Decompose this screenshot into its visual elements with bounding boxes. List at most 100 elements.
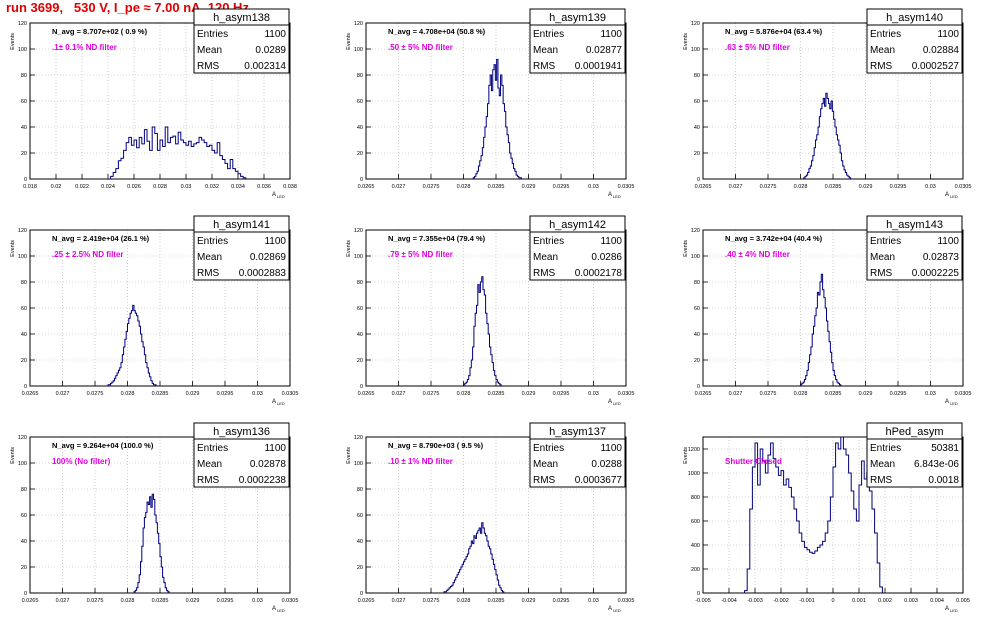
- x-tick-label: 0.0305: [282, 598, 299, 604]
- x-tick-label: 0.027: [392, 391, 406, 397]
- y-tick-label: 80: [694, 280, 700, 286]
- x-tick-label: 0.0295: [553, 184, 570, 190]
- stats-label: Entries: [533, 236, 564, 247]
- histogram-panel-h_asym136: 0.0265 0.027 0.0275 0.028 0.0285 0.029 0.0295 0…: [10, 422, 299, 613]
- x-tick-label: 0: [831, 598, 834, 604]
- x-tick-label: 0.03: [925, 391, 936, 397]
- x-tick-label: 0.036: [257, 184, 271, 190]
- histogram-name: h_asym141: [213, 219, 270, 231]
- n-avg-label: N_avg = 7.355e+04 (79.4 %): [388, 234, 486, 243]
- y-tick-label: 120: [691, 228, 700, 234]
- histogram-panel-h_asym138: 0.018 0.02 0.022 0.024 0.026 0.028 0.03 0.032 0.…: [10, 8, 297, 199]
- x-axis-label: A: [945, 192, 949, 198]
- y-tick-label: 60: [357, 513, 363, 519]
- y-tick-label: 100: [18, 461, 27, 467]
- y-tick-label: 0: [697, 591, 700, 597]
- filter-label: .10 ± 1% ND filter: [388, 457, 453, 466]
- x-axis-label-subscript: LED: [613, 401, 621, 406]
- y-tick-label: 1000: [688, 471, 700, 477]
- stats-label: RMS: [533, 268, 556, 279]
- n-avg-label: N_avg = 2.419e+04 (26.1 %): [52, 234, 150, 243]
- x-tick-label: 0.029: [522, 598, 536, 604]
- histogram-panel-h_asym143: 0.0265 0.027 0.0275 0.028 0.0285 0.029 0.0295 0…: [683, 215, 972, 406]
- x-tick-label: 0.029: [859, 184, 873, 190]
- y-tick-label: 80: [21, 280, 27, 286]
- x-tick-label: 0.027: [392, 598, 406, 604]
- stats-box: [866, 422, 963, 488]
- x-tick-label: 0.028: [457, 391, 471, 397]
- x-tick-label: 0.0265: [22, 598, 39, 604]
- stats-label: RMS: [197, 268, 220, 279]
- stats-label: Mean: [197, 252, 222, 263]
- x-axis-label-subscript: LED: [277, 401, 285, 406]
- x-axis-label-subscript: LED: [277, 194, 285, 199]
- x-tick-label: 0.004: [930, 598, 944, 604]
- x-tick-label: -0.004: [721, 598, 737, 604]
- x-tick-label: 0.0285: [488, 184, 505, 190]
- y-axis-label: Events: [346, 240, 352, 257]
- y-tick-label: 40: [694, 125, 700, 131]
- x-tick-label: 0.0295: [890, 184, 907, 190]
- x-tick-label: 0.0295: [217, 391, 234, 397]
- x-tick-label: 0.0275: [423, 184, 440, 190]
- histogram-name: h_asym143: [886, 219, 943, 231]
- stats-value: 1100: [264, 236, 286, 247]
- stats-box: [866, 215, 963, 281]
- histogram-name: h_asym136: [213, 426, 270, 438]
- x-tick-label: 0.03: [588, 391, 599, 397]
- n-avg-label: N_avg = 9.264e+04 (100.0 %): [52, 441, 154, 450]
- y-tick-label: 0: [24, 177, 27, 183]
- x-tick-label: 0.0305: [955, 391, 972, 397]
- y-tick-label: 120: [18, 21, 27, 27]
- y-axis-label: Events: [10, 447, 16, 464]
- filter-label: .1± 0.1% ND filter: [52, 43, 117, 52]
- x-tick-label: 0.027: [729, 184, 743, 190]
- x-tick-label: 0.028: [457, 184, 471, 190]
- x-tick-label: 0.0285: [825, 391, 842, 397]
- filter-label: .79 ± 5% ND filter: [388, 250, 453, 259]
- filter-label: 100% (No filter): [52, 457, 111, 466]
- y-tick-label: 40: [357, 332, 363, 338]
- y-tick-label: 80: [21, 73, 27, 79]
- stats-value: 0.0001941: [575, 61, 623, 72]
- stats-label: Entries: [870, 443, 901, 454]
- n-avg-label: N_avg = 8.790e+03 ( 9.5 %): [388, 441, 484, 450]
- y-tick-label: 60: [694, 99, 700, 105]
- x-tick-label: 0.028: [121, 391, 135, 397]
- stats-label: Mean: [533, 252, 558, 263]
- y-tick-label: 80: [694, 73, 700, 79]
- y-tick-label: 60: [357, 99, 363, 105]
- stats-label: Entries: [533, 29, 564, 40]
- x-tick-label: 0.0265: [358, 391, 375, 397]
- y-tick-label: 0: [24, 384, 27, 390]
- y-axis-label: Events: [10, 33, 16, 50]
- x-tick-label: 0.03: [925, 184, 936, 190]
- stats-box: [866, 8, 963, 74]
- x-axis-label-subscript: LED: [950, 608, 958, 613]
- stats-label: Entries: [870, 236, 901, 247]
- y-tick-label: 0: [360, 384, 363, 390]
- x-tick-label: 0.0265: [695, 184, 712, 190]
- stats-value: 1100: [264, 29, 286, 40]
- x-tick-label: 0.0285: [825, 184, 842, 190]
- stats-label: Mean: [533, 459, 558, 470]
- y-tick-label: 80: [357, 73, 363, 79]
- y-axis-label: Events: [683, 33, 689, 50]
- x-tick-label: 0.03: [588, 184, 599, 190]
- y-tick-label: 20: [694, 358, 700, 364]
- histogram-line: [133, 493, 170, 593]
- x-tick-label: 0.0285: [152, 391, 169, 397]
- y-axis-label: Events: [683, 447, 689, 464]
- stats-value: 0.02884: [923, 45, 960, 56]
- stats-label: RMS: [197, 475, 220, 486]
- x-tick-label: 0.0295: [553, 391, 570, 397]
- y-tick-label: 120: [691, 21, 700, 27]
- x-tick-label: 0.0285: [488, 391, 505, 397]
- x-tick-label: 0.0265: [358, 598, 375, 604]
- histogram-name: h_asym140: [886, 12, 943, 24]
- x-axis-label: A: [945, 399, 949, 405]
- x-axis-label: A: [272, 399, 276, 405]
- x-axis-label-subscript: LED: [950, 401, 958, 406]
- x-tick-label: 0.027: [56, 598, 70, 604]
- x-tick-label: 0.032: [205, 184, 219, 190]
